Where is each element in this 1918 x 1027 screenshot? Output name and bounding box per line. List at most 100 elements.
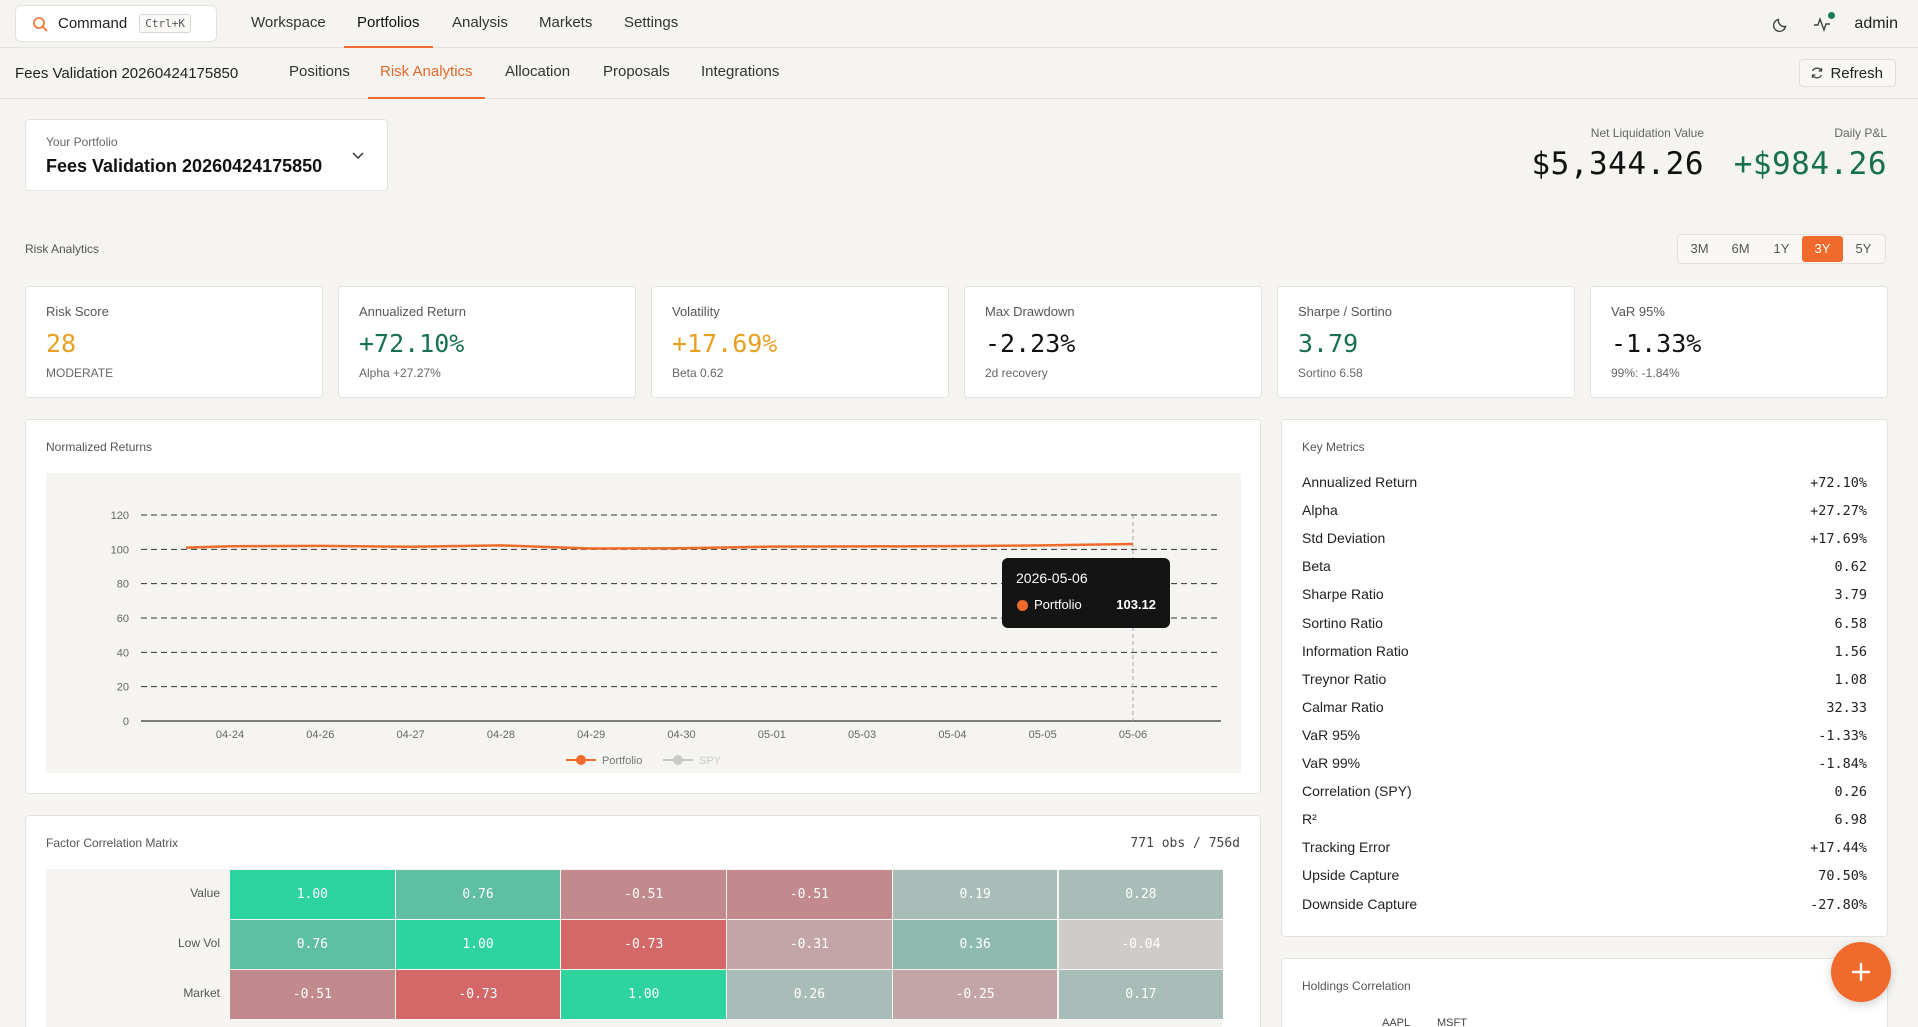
factor-matrix-panel: Factor Correlation Matrix 771 obs / 756d… [25, 815, 1261, 1027]
y-tick-label: 80 [117, 579, 129, 591]
refresh-icon [1812, 67, 1823, 79]
refresh-label: Refresh [1830, 64, 1883, 82]
legend-spy-label[interactable]: SPY [699, 755, 722, 767]
metric-value: 6.58 [1834, 615, 1867, 632]
metric-name: Upside Capture [1302, 867, 1400, 884]
tab-positions[interactable]: Positions [289, 63, 350, 80]
range-5y[interactable]: 5Y [1855, 241, 1872, 256]
nav-tab-portfolios[interactable]: Portfolios [344, 0, 433, 48]
metric-row: Correlation (SPY) 0.26 [1302, 783, 1867, 805]
range-3m[interactable]: 3M [1690, 241, 1709, 256]
metric-value: 0.26 [1834, 784, 1867, 801]
normalized-returns-title: Normalized Returns [46, 440, 153, 454]
x-tick-label: 04-28 [487, 729, 515, 741]
portfolio-line [185, 542, 1134, 550]
legend-portfolio-label[interactable]: Portfolio [602, 755, 642, 767]
x-tick-label: 04-27 [397, 729, 425, 741]
metric-row: Information Ratio 1.56 [1302, 643, 1867, 665]
key-metrics-panel: Key Metrics Annualized Return +72.10% Alph… [1281, 419, 1888, 937]
stat-card: Risk Score 28 MODERATE [25, 286, 323, 398]
daily-pnl-label: Daily P&L [1834, 126, 1887, 140]
command-palette-button[interactable]: Command Ctrl+K [15, 5, 217, 42]
metric-name: Calmar Ratio [1302, 698, 1384, 715]
metric-value: 1.08 [1834, 671, 1867, 688]
metric-value: -1.33% [1818, 727, 1867, 744]
tab-risk-analytics[interactable]: Risk Analytics [368, 48, 485, 99]
metric-name: Downside Capture [1302, 895, 1418, 912]
portfolio-select[interactable]: Your Portfolio Fees Validation 202604241… [25, 119, 388, 191]
nlv-label: Net Liquidation Value [1590, 126, 1704, 140]
command-label: Command [58, 15, 128, 32]
tab-integrations[interactable]: Integrations [701, 63, 780, 80]
stat-card-sub: Beta 0.62 [672, 366, 724, 380]
normalized-returns-panel: Normalized Returns 0 20 40 60 80 100 120 04-24 0… [25, 419, 1261, 794]
y-tick-label: 100 [111, 544, 129, 556]
matrix-cell[interactable]: -0.51 [561, 870, 727, 919]
holdings-column-aapl: AAPL [1382, 1017, 1411, 1027]
nav-tab-workspace[interactable]: Workspace [251, 14, 326, 31]
activity-button[interactable] [1812, 12, 1836, 34]
matrix-cell[interactable]: -0.31 [727, 920, 892, 969]
metric-row: Sharpe Ratio 3.79 [1302, 586, 1867, 608]
matrix-row-label: Value [190, 886, 220, 900]
range-6m[interactable]: 6M [1731, 241, 1750, 256]
matrix-cell[interactable]: 1.00 [230, 870, 395, 919]
metric-row: Annualized Return +72.10% [1302, 474, 1867, 496]
metric-name: VaR 95% [1302, 726, 1361, 743]
matrix-cell[interactable]: -0.51 [727, 870, 892, 919]
nav-tab-settings[interactable]: Settings [624, 14, 679, 31]
metric-value: 70.50% [1818, 868, 1867, 885]
matrix-cell[interactable]: 0.76 [395, 870, 561, 919]
nav-tab-analysis[interactable]: Analysis [452, 14, 508, 31]
matrix-cell[interactable]: -0.73 [395, 970, 561, 1019]
refresh-button[interactable]: Refresh [1799, 59, 1896, 87]
matrix-cell[interactable]: -0.51 [230, 970, 395, 1019]
range-1y[interactable]: 1Y [1773, 241, 1790, 256]
matrix-row-label: Low Vol [177, 936, 220, 950]
matrix-cell[interactable]: 0.17 [1058, 970, 1224, 1019]
tooltip-series-dot [1017, 600, 1028, 611]
plus-icon [1851, 962, 1871, 982]
range-3y[interactable]: 3Y [1802, 236, 1843, 262]
matrix-cell[interactable]: -0.04 [1058, 920, 1224, 969]
matrix-cell[interactable]: 0.26 [727, 970, 892, 1019]
metric-name: Beta [1302, 558, 1331, 575]
stat-card-value: 3.79 [1298, 329, 1359, 358]
factor-matrix-title: Factor Correlation Matrix [46, 836, 179, 850]
metric-value: 3.79 [1834, 587, 1867, 604]
command-shortcut: Ctrl+K [139, 14, 191, 33]
metric-value: 0.62 [1834, 559, 1867, 576]
stat-card-label: Risk Score [46, 304, 109, 319]
activity-icon [1814, 16, 1831, 33]
matrix-row-label: Market [183, 986, 220, 1000]
matrix-cell[interactable]: 1.00 [395, 920, 561, 969]
metric-name: VaR 99% [1302, 755, 1361, 771]
tab-proposals[interactable]: Proposals [603, 63, 670, 80]
nav-tab-markets[interactable]: Markets [539, 14, 593, 31]
metric-value: -27.80% [1810, 896, 1867, 913]
y-tick-label: 120 [111, 510, 129, 522]
matrix-cell[interactable]: 0.28 [1058, 870, 1224, 919]
daily-pnl-value: +$984.26 [1733, 146, 1887, 182]
metric-name: Tracking Error [1302, 839, 1391, 856]
risk-analytics-heading: Risk Analytics [25, 242, 100, 256]
matrix-cell[interactable]: -0.25 [892, 970, 1058, 1019]
x-tick-label: 04-24 [216, 729, 244, 741]
matrix-cell[interactable]: 1.00 [561, 970, 727, 1019]
portfolio-select-value: Fees Validation 20260424175850 [46, 156, 323, 176]
moon-icon[interactable] [1772, 15, 1790, 33]
metric-row: Calmar Ratio 32.33 [1302, 699, 1867, 721]
matrix-cell[interactable]: -0.73 [561, 920, 727, 969]
matrix-cell[interactable]: 0.76 [230, 920, 395, 969]
legend-portfolio-marker [576, 755, 586, 765]
holdings-column-msft: MSFT [1437, 1017, 1467, 1027]
matrix-cell[interactable]: 0.36 [892, 920, 1058, 969]
add-button[interactable] [1831, 942, 1891, 1002]
matrix-cell[interactable]: 0.19 [892, 870, 1058, 919]
user-name[interactable]: admin [1854, 15, 1898, 32]
stat-card: Volatility +17.69% Beta 0.62 [651, 286, 949, 398]
y-tick-label: 0 [123, 716, 129, 728]
stat-card: Annualized Return +72.10% Alpha +27.27% [338, 286, 636, 398]
tab-allocation[interactable]: Allocation [505, 63, 571, 80]
search-icon [33, 16, 48, 31]
